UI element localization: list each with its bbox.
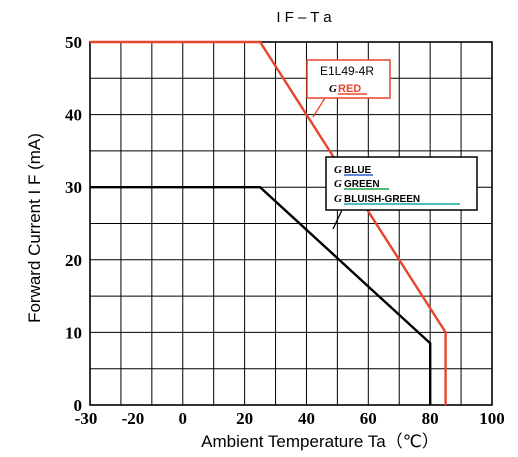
x-tick-label: 20 xyxy=(236,409,253,428)
brand-mark-icon: G xyxy=(334,193,342,205)
blue-label: BLUE xyxy=(344,165,372,176)
red-callout-model: E1L49-4R xyxy=(320,64,374,78)
x-tick-label: 0 xyxy=(179,409,188,428)
x-tick-label: 100 xyxy=(479,409,505,428)
y-tick-label: 0 xyxy=(74,396,83,415)
brand-mark-icon: G xyxy=(334,164,342,176)
y-tick-label: 10 xyxy=(65,323,82,342)
x-tick-label: 40 xyxy=(298,409,315,428)
x-tick-label: -20 xyxy=(122,409,145,428)
y-tick-label: 30 xyxy=(65,178,82,197)
y-tick-label: 40 xyxy=(65,106,82,125)
y-tick-label: 50 xyxy=(65,33,82,52)
y-tick-labels: 0 10 20 30 40 50 xyxy=(65,33,82,415)
x-tick-label: 80 xyxy=(422,409,439,428)
green-label: GREEN xyxy=(344,179,380,190)
x-tick-label: -30 xyxy=(75,409,98,428)
x-tick-label: 60 xyxy=(360,409,377,428)
red-callout-label: RED xyxy=(338,83,361,95)
y-tick-label: 20 xyxy=(65,251,82,270)
black-callout-box xyxy=(325,156,478,211)
y-axis-label: Forward Current I F (mA) xyxy=(25,133,44,323)
x-tick-labels: -30 -20 0 20 40 60 80 100 xyxy=(75,409,505,428)
chart-title: I F – T a xyxy=(276,9,332,26)
black-callout-pointer xyxy=(332,209,343,230)
bluish-green-label: BLUISH-GREEN xyxy=(344,194,420,205)
black-series-callout: G BLUE G GREEN G BLUISH-GREEN xyxy=(325,156,478,230)
series-line-1 xyxy=(90,185,432,405)
brand-mark-icon: G xyxy=(329,83,337,95)
red-callout-pointer xyxy=(312,97,326,118)
brand-mark-icon: G xyxy=(334,178,342,190)
red-callout-box xyxy=(306,59,391,99)
x-axis-label: Ambient Temperature Ta（℃） xyxy=(201,432,439,451)
grid-lines xyxy=(90,42,492,405)
red-series-callout: E1L49-4R G RED xyxy=(306,59,391,118)
